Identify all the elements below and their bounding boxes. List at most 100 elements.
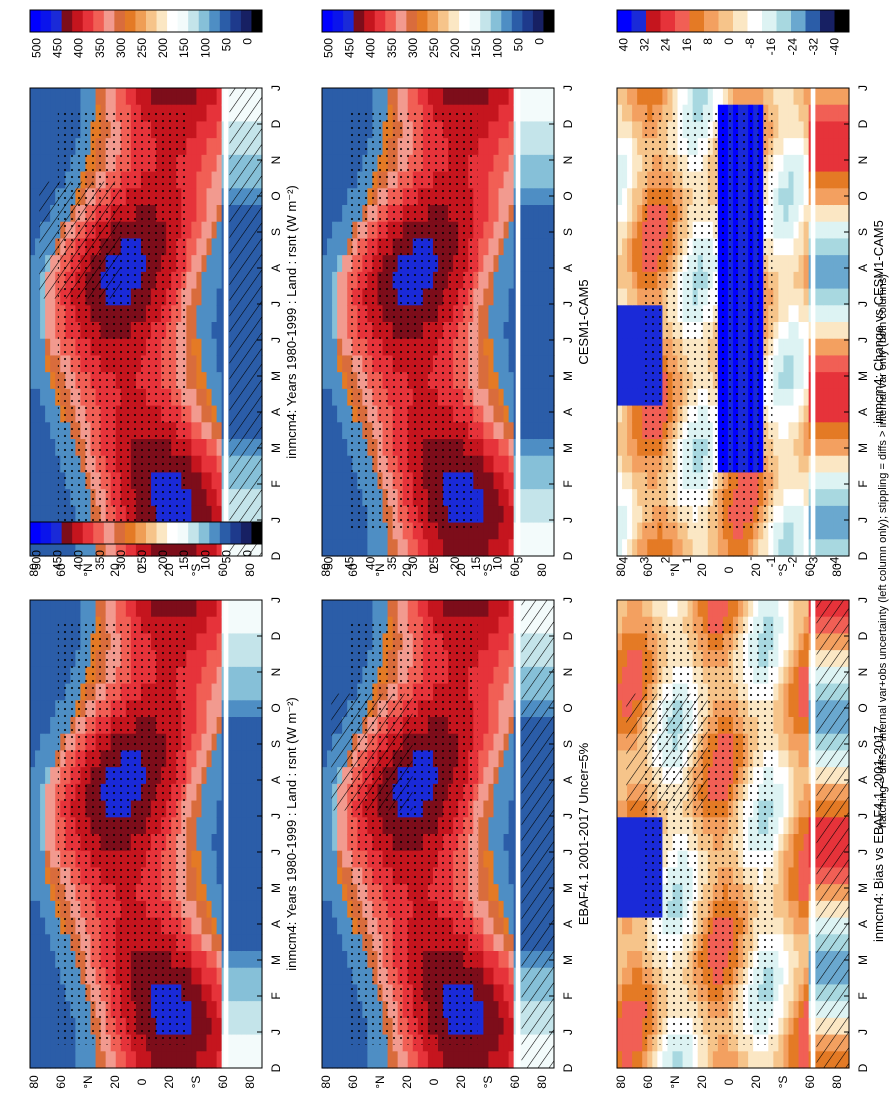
heatmap-cell [40,406,46,423]
heatmap-cell [217,105,223,122]
heatmap-cell [207,472,213,489]
heatmap-cell [327,105,333,122]
heatmap-cell [493,650,499,667]
heatmap-cell [186,289,192,306]
heatmap-cell [337,1018,343,1035]
heatmap-cell [50,1001,56,1018]
heatmap-cell [504,984,510,1001]
heatmap-cell [141,1051,147,1068]
heatmap-cell [509,700,515,717]
heatmap-cell [252,784,258,801]
heatmap-cell [493,1018,499,1035]
heatmap-cell [242,918,248,935]
heatmap-cell [509,968,515,985]
heatmap-cell [212,372,218,389]
heatmap-cell [30,155,36,172]
heatmap-cell [478,339,484,356]
heatmap-cell [493,1051,499,1068]
heatmap-cell [342,1001,348,1018]
heatmap-cell [483,138,489,155]
heatmap-cell [377,539,383,556]
heatmap-cell [40,918,46,935]
heatmap-cell [337,439,343,456]
heatmap-cell [322,138,328,155]
heatmap-cell [85,600,91,617]
heatmap-cell [217,188,223,205]
heatmap-cell [207,205,213,222]
heatmap-cell [45,506,51,523]
heatmap-cell [55,1051,61,1068]
heatmap-cell [212,172,218,189]
heatmap-cell [30,1051,36,1068]
heatmap-cell [252,1018,258,1035]
heatmap-cell [483,867,489,884]
heatmap-cell [347,88,353,105]
heatmap-cell [499,750,505,767]
heatmap-cell [196,684,202,701]
heatmap-cell [201,1035,207,1052]
heatmap-cell [186,918,192,935]
heatmap-cell [50,901,56,918]
heatmap-cell [191,700,197,717]
heatmap-cell [393,600,399,617]
heatmap-cell [493,784,499,801]
heatmap-cell [483,767,489,784]
heatmap-cell [212,422,218,439]
heatmap-cell [191,422,197,439]
heatmap-cell [35,968,41,985]
heatmap-cell [45,700,51,717]
heatmap-cell [332,617,338,634]
heatmap-cell [217,1001,223,1018]
heatmap-cell [483,918,489,935]
heatmap-cell [191,121,197,138]
heatmap-cell [327,867,333,884]
colorbar-tick-label: 150 [177,38,191,58]
heatmap-cell [50,750,56,767]
heatmap-cell [342,1018,348,1035]
heatmap-cell [499,817,505,834]
heatmap-cell [468,600,474,617]
heatmap-cell [509,767,515,784]
heatmap-cell [196,750,202,767]
heatmap-cell [35,684,41,701]
heatmap-cell [40,322,46,339]
heatmap-cell [217,339,223,356]
heatmap-cell [181,1051,187,1068]
heatmap-cell [448,88,454,105]
heatmap-cell [35,472,41,489]
heatmap-cell [156,600,162,617]
heatmap-cell [504,750,510,767]
heatmap-cell [212,650,218,667]
heatmap-cell [322,439,328,456]
heatmap-cell [488,1035,494,1052]
heatmap-cell [383,539,389,556]
heatmap-cell [207,1018,213,1035]
heatmap-cell [191,984,197,1001]
heatmap-cell [111,88,117,105]
heatmap-cell [196,784,202,801]
heatmap-cell [509,1035,515,1052]
heatmap-cell [499,984,505,1001]
heatmap-cell [30,767,36,784]
heatmap-cell [50,121,56,138]
month-tick-label: N [269,156,283,165]
heatmap-cell [111,600,117,617]
heatmap-cell [327,918,333,935]
heatmap-cell [478,506,484,523]
heatmap-cell [186,188,192,205]
heatmap-cell [237,650,243,667]
heatmap-cell [101,1051,107,1068]
heatmap-cell [201,272,207,289]
heatmap-cell [509,684,515,701]
heatmap-cell [403,539,409,556]
heatmap-cell [196,1051,202,1068]
heatmap-cell [247,784,253,801]
heatmap-cell [55,88,61,105]
heatmap-cell [252,600,258,617]
heatmap-cell [186,88,192,105]
heatmap-cell [30,222,36,239]
heatmap-cell [50,633,56,650]
heatmap-cell [332,222,338,239]
heatmap-cell [493,1001,499,1018]
heatmap-cell [212,801,218,818]
